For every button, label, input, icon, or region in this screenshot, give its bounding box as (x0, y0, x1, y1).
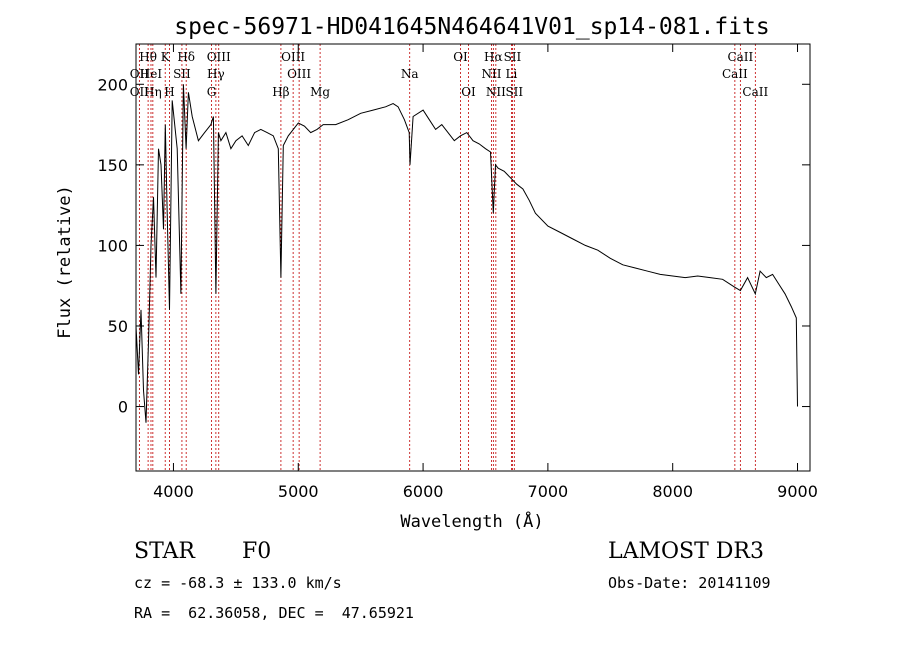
line-label: SII (505, 85, 523, 99)
line-label: OII (130, 67, 150, 81)
line-label: Hγ (207, 67, 225, 81)
y-tick-label: 100 (97, 236, 128, 255)
line-label: H (164, 85, 174, 99)
spectrum-series-line (135, 84, 798, 423)
line-label: NII (486, 85, 506, 99)
y-tick-label: 50 (108, 317, 128, 336)
observation-date: Obs-Date: 20141109 (608, 574, 771, 592)
x-tick-label: 5000 (278, 482, 319, 501)
x-tick-label: 4000 (153, 482, 194, 501)
line-label: OI (453, 50, 468, 64)
x-axis-label: Wavelength (Å) (400, 510, 543, 532)
line-label: Hθ (139, 50, 157, 64)
line-label: Hη (144, 85, 162, 99)
line-label: OIII (281, 50, 305, 64)
line-label: G (207, 85, 217, 99)
line-label: OIII (287, 67, 311, 81)
x-tick-label: 8000 (652, 482, 693, 501)
plot-frame (135, 43, 811, 472)
line-label: Hδ (177, 50, 195, 64)
line-label: SII (504, 50, 522, 64)
line-label: Mg (310, 85, 330, 99)
survey-name: LAMOST DR3 (608, 539, 764, 564)
line-label: HeI (140, 67, 163, 81)
line-label: NII (481, 67, 501, 81)
x-tick-label: 6000 (403, 482, 444, 501)
chart-title: spec-56971-HD041645N464641V01_sp14-081.f… (174, 14, 769, 40)
x-tick-label: 9000 (777, 482, 818, 501)
line-label: Na (401, 67, 419, 81)
y-axis-ticks: 0 50 100 150 200 (97, 75, 810, 417)
y-tick-label: 150 (97, 156, 128, 175)
line-label: OII (130, 85, 150, 99)
line-label: SII (173, 67, 191, 81)
x-tick-label: 7000 (528, 482, 569, 501)
object-subclass: F0 (242, 539, 272, 564)
line-label: K (161, 50, 171, 64)
line-label: Hβ (272, 85, 289, 99)
coordinates: RA = 62.36058, DEC = 47.65921 (134, 604, 414, 622)
line-label: Hα (484, 50, 503, 64)
y-axis-label: Flux (relative) (55, 185, 75, 339)
line-label: OIII (207, 50, 231, 64)
line-label: Li (506, 67, 518, 81)
y-tick-label: 0 (118, 398, 128, 417)
x-axis-ticks: 4000 5000 6000 7000 8000 9000 (153, 44, 818, 501)
line-label: OI (461, 85, 476, 99)
y-tick-label: 200 (97, 75, 128, 94)
line-label: CaII (722, 67, 748, 81)
redshift-velocity: cz = -68.3 ± 133.0 km/s (134, 574, 342, 592)
line-markers (138, 44, 756, 471)
line-label: CaII (727, 50, 753, 64)
object-class: STAR (134, 539, 195, 564)
line-label: CaII (742, 85, 768, 99)
